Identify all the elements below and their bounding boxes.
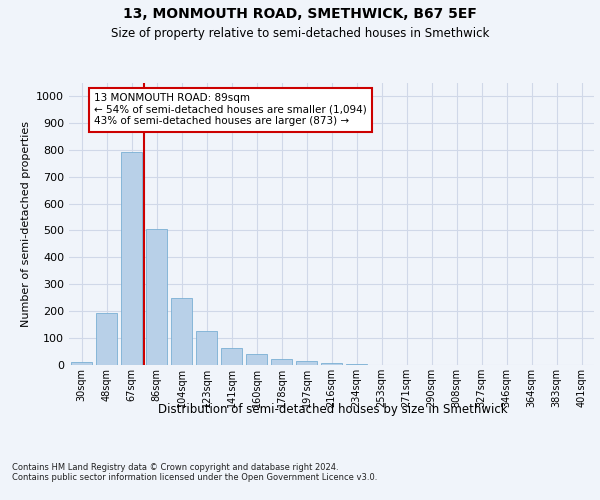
Bar — [296, 361, 317, 365]
Text: Contains HM Land Registry data © Crown copyright and database right 2024.
Contai: Contains HM Land Registry data © Crown c… — [12, 462, 377, 482]
Bar — [221, 348, 242, 365]
Bar — [246, 354, 267, 365]
Bar — [321, 363, 342, 365]
Bar — [196, 331, 217, 365]
Bar — [96, 314, 117, 365]
Text: Distribution of semi-detached houses by size in Smethwick: Distribution of semi-detached houses by … — [158, 402, 508, 415]
Bar — [346, 364, 367, 365]
Bar — [71, 362, 92, 365]
Text: 13, MONMOUTH ROAD, SMETHWICK, B67 5EF: 13, MONMOUTH ROAD, SMETHWICK, B67 5EF — [123, 8, 477, 22]
Bar — [171, 298, 192, 365]
Text: 13 MONMOUTH ROAD: 89sqm
← 54% of semi-detached houses are smaller (1,094)
43% of: 13 MONMOUTH ROAD: 89sqm ← 54% of semi-de… — [94, 94, 367, 126]
Text: Size of property relative to semi-detached houses in Smethwick: Size of property relative to semi-detach… — [111, 28, 489, 40]
Y-axis label: Number of semi-detached properties: Number of semi-detached properties — [20, 120, 31, 327]
Bar — [271, 359, 292, 365]
Bar — [146, 228, 167, 365]
Bar — [121, 152, 142, 365]
